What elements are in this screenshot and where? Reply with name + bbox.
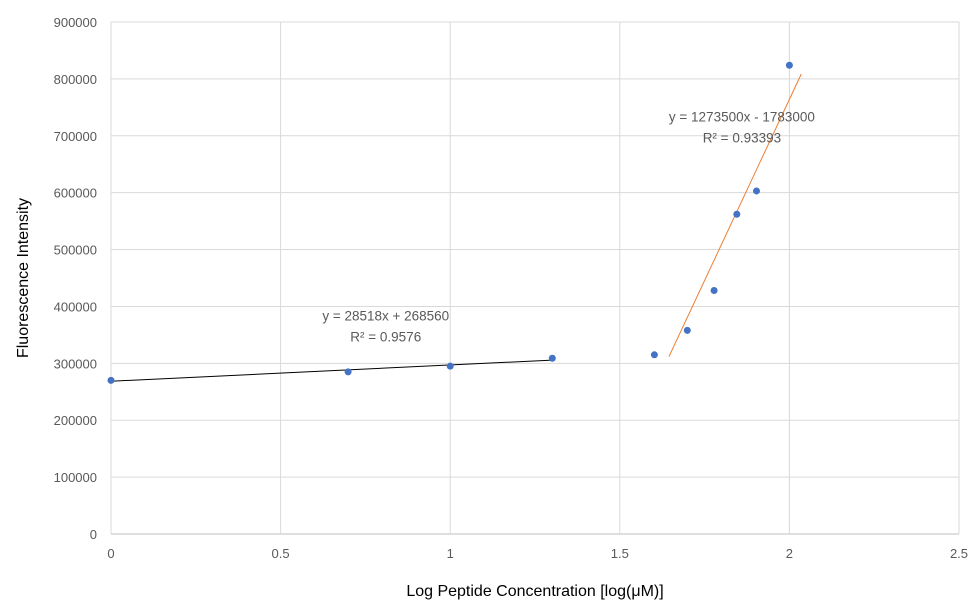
x-tick-labels: 0 0.5 1 1.5 2 2.5 xyxy=(107,546,968,561)
x-tick-label: 1 xyxy=(447,546,454,561)
x-tick-label: 0 xyxy=(107,546,114,561)
y-tick-label: 700000 xyxy=(54,129,97,144)
y-tick-label: 200000 xyxy=(54,413,97,428)
y-tick-label: 0 xyxy=(90,527,97,542)
y-tick-label: 600000 xyxy=(54,186,97,201)
y-tick-labels: 0 100000 200000 300000 400000 500000 600000 700… xyxy=(54,15,97,542)
x-tick-label: 2 xyxy=(786,546,793,561)
data-point xyxy=(710,287,718,295)
data-point xyxy=(446,362,454,370)
y-tick-label: 900000 xyxy=(54,15,97,30)
data-point xyxy=(650,351,658,359)
x-tick-label: 0.5 xyxy=(272,546,290,561)
x-tick-label: 1.5 xyxy=(611,546,629,561)
data-point xyxy=(107,376,115,384)
trendline-1-r2: R² = 0.9576 xyxy=(350,330,421,345)
x-tick-label: 2.5 xyxy=(950,546,968,561)
data-point xyxy=(548,354,556,362)
data-point xyxy=(785,61,793,69)
data-point xyxy=(752,187,760,195)
trendline-1 xyxy=(110,359,553,382)
y-axis-title: Fluorescence Intensity xyxy=(15,198,32,358)
trendline-2-equation: y = 1273500x - 1783000 xyxy=(669,110,815,125)
y-tick-label: 800000 xyxy=(54,72,97,87)
x-axis-title: Log Peptide Concentration [log(μM)] xyxy=(406,583,663,600)
y-tick-label: 400000 xyxy=(54,299,97,314)
grid-lines xyxy=(110,21,960,535)
trendline-2-r2: R² = 0.93393 xyxy=(703,131,781,146)
trendline-1-equation: y = 28518x + 268560 xyxy=(322,309,449,324)
data-point xyxy=(683,326,691,334)
data-points xyxy=(107,61,793,384)
data-point xyxy=(344,368,352,376)
y-tick-label: 300000 xyxy=(54,356,97,371)
y-tick-label: 500000 xyxy=(54,243,97,258)
y-tick-label: 100000 xyxy=(54,470,97,485)
data-point xyxy=(733,210,741,218)
